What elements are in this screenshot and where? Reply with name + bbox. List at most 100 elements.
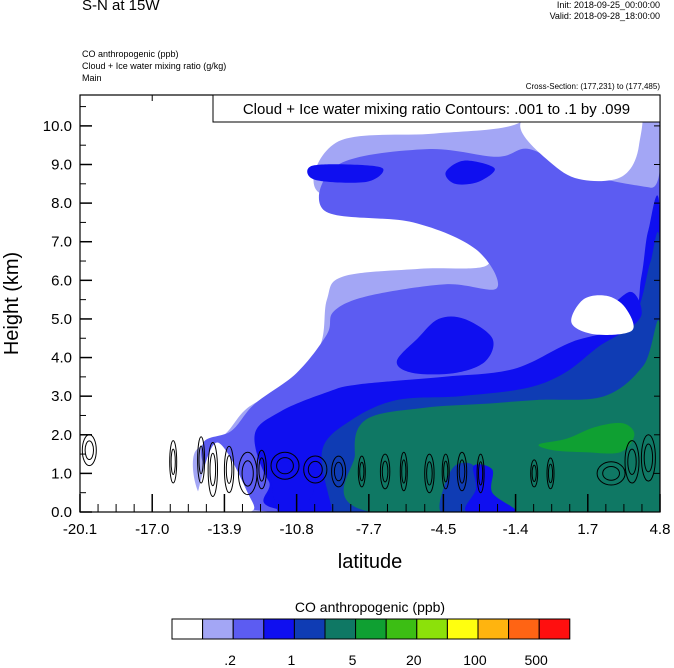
- y-tick-label: 6.0: [51, 272, 72, 289]
- y-tick-label: 5.0: [51, 311, 72, 328]
- x-tick-label: 1.7: [577, 521, 598, 538]
- cloud-contour-line: [207, 442, 219, 497]
- cloud-contour-line: [276, 457, 294, 475]
- colorbar-swatch: [171, 618, 204, 640]
- valid-time: Valid: 2018-09-28_18:00:00: [549, 11, 660, 21]
- shaded-region-level-3: [307, 164, 384, 183]
- colorbar-label: 500: [524, 652, 548, 668]
- cloud-contour-line: [478, 461, 484, 486]
- colorbar-swatch: [446, 618, 479, 640]
- contour-info-text: Cloud + Ice water mixing ratio Contours:…: [243, 101, 630, 118]
- y-tick-label: 7.0: [51, 234, 72, 251]
- cloud-contour-line: [198, 445, 204, 475]
- cloud-contour-line: [531, 464, 537, 482]
- x-tick-label: -17.0: [135, 521, 169, 538]
- shaded-region-level-6: [538, 422, 635, 454]
- cloud-contour-line: [225, 455, 233, 484]
- cloud-contour-line: [640, 434, 656, 482]
- cloud-contour-line: [307, 460, 323, 479]
- cloud-contour-line: [441, 453, 450, 490]
- cloud-contour-line: [209, 452, 217, 487]
- colorbar-label: 5: [349, 652, 357, 668]
- cross-section-label: Cross-Section: (177,231) to (177,485): [525, 82, 660, 91]
- cloud-contour-line: [424, 453, 435, 494]
- colorbar-label: 20: [406, 652, 422, 668]
- x-tick-label: -4.5: [430, 521, 456, 538]
- plot-title: S-N at 15W: [82, 0, 160, 14]
- y-tick-label: 8.0: [51, 195, 72, 212]
- init-time: Init: 2018-09-25_00:00:00: [556, 0, 660, 10]
- colorbar-swatch: [232, 618, 265, 640]
- cloud-contour-line: [596, 461, 626, 486]
- colorbar-label: 1: [287, 652, 295, 668]
- y-axis-label: Height (km): [1, 252, 23, 355]
- cloud-contour-line: [627, 448, 637, 475]
- y-tick-label: 9.0: [51, 157, 72, 174]
- colorbar-swatch: [538, 618, 571, 640]
- colorbar-swatch: [416, 618, 448, 640]
- cloud-contour-line: [426, 461, 433, 486]
- plot-area: [80, 95, 660, 512]
- y-tick-label: 2.0: [51, 427, 72, 444]
- cloud-contour-line: [399, 451, 408, 492]
- colorbar-title: CO anthropogenic (ppb): [295, 599, 445, 615]
- cloud-contour-line: [530, 459, 539, 488]
- colorbar-swatch: [263, 618, 295, 640]
- variable-label-cloud: Cloud + Ice water mixing ratio (g/kg): [82, 61, 227, 71]
- cloud-contour-line: [643, 443, 654, 473]
- colorbar-swatch: [324, 618, 357, 640]
- x-tick-label: 4.8: [650, 521, 671, 538]
- variable-label-co: CO anthropogenic (ppb): [82, 49, 179, 59]
- colorbar-swatch: [385, 618, 418, 640]
- contour-info-box: [212, 94, 661, 123]
- cloud-contour-line: [379, 453, 391, 490]
- cloud-contour-line: [303, 455, 328, 484]
- cloud-contour-line: [357, 455, 366, 488]
- cloud-contour-line: [443, 460, 449, 483]
- cloud-contour-line: [547, 463, 554, 484]
- colorbar-swatch: [202, 618, 234, 640]
- y-tick-label: 10.0: [43, 118, 72, 135]
- colorbar-label: .2: [224, 652, 236, 668]
- colorbar-swatch: [293, 618, 326, 640]
- y-tick-label: 1.0: [51, 465, 72, 482]
- cloud-contour-line: [331, 455, 347, 488]
- cloud-contour-line: [241, 460, 254, 487]
- shaded-region-level-3: [465, 464, 516, 512]
- cloud-contour-line: [270, 451, 300, 480]
- x-tick-label: -10.8: [280, 521, 314, 538]
- cloud-contour-line: [169, 440, 178, 484]
- x-tick-label: -1.4: [503, 521, 529, 538]
- colorbar-swatch: [508, 618, 540, 640]
- cloud-contour-line: [401, 459, 407, 484]
- shaded-region-level-3: [445, 160, 495, 185]
- time-stamps: Init: 2018-09-25_00:00:00 Valid: 2018-09…: [550, 0, 660, 22]
- cloud-contour-line: [624, 440, 640, 484]
- colorbar-swatch: [477, 618, 510, 640]
- cloud-contour-line: [223, 445, 235, 494]
- shaded-region-level-5: [343, 320, 660, 512]
- cloud-contour-line: [381, 460, 389, 483]
- cloud-contour-line: [602, 466, 620, 481]
- cloud-contour-line: [170, 448, 176, 475]
- variable-label-main: Main: [82, 73, 102, 83]
- cloud-contour-line: [476, 453, 485, 494]
- cloud-contour-line: [546, 457, 555, 490]
- x-tick-label: -13.9: [207, 521, 241, 538]
- y-tick-label: 3.0: [51, 388, 72, 405]
- cloud-contour-line: [458, 459, 466, 484]
- x-tick-label: -7.7: [356, 521, 382, 538]
- cloud-contour-line: [258, 457, 266, 482]
- cloud-contour-line: [197, 436, 206, 484]
- cloud-contour-line: [256, 449, 267, 490]
- y-tick-label: 4.0: [51, 350, 72, 367]
- cloud-contour-line: [456, 451, 468, 492]
- shaded-region-level-0: [571, 295, 634, 335]
- shaded-region-level-3: [396, 316, 494, 375]
- x-axis-label: latitude: [338, 551, 403, 573]
- colorbar-label: 100: [463, 652, 487, 668]
- y-tick-label: 0.0: [51, 504, 72, 521]
- x-tick-label: -20.1: [63, 521, 97, 538]
- cloud-contour-line: [333, 461, 344, 482]
